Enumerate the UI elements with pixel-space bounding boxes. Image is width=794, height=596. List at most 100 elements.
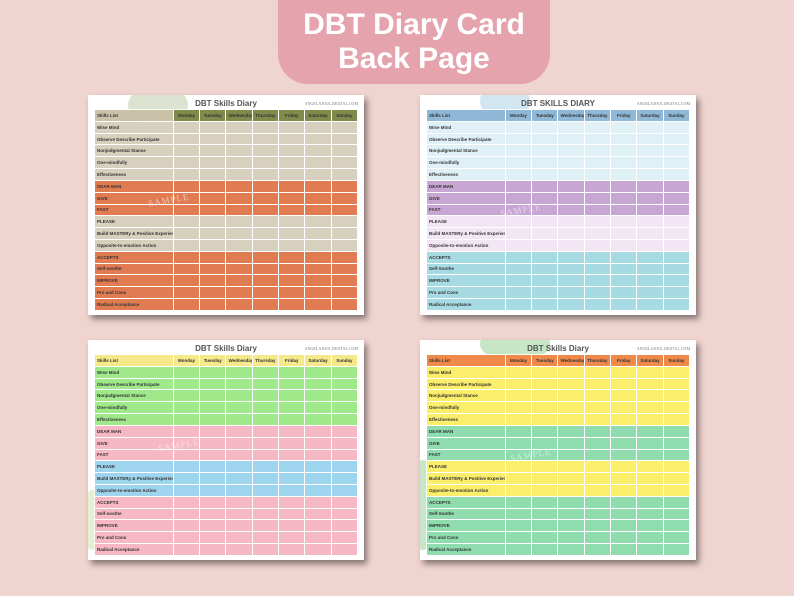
- day-cell[interactable]: [610, 389, 638, 403]
- day-cell[interactable]: [504, 298, 533, 311]
- day-cell[interactable]: [662, 413, 691, 426]
- day-cell[interactable]: [199, 132, 227, 146]
- day-cell[interactable]: [504, 507, 533, 521]
- day-cell[interactable]: [330, 168, 359, 181]
- day-cell[interactable]: [636, 168, 664, 181]
- day-cell[interactable]: [278, 483, 306, 497]
- day-cell[interactable]: [172, 413, 201, 426]
- day-cell[interactable]: [557, 519, 585, 533]
- day-cell[interactable]: [583, 543, 612, 556]
- day-cell[interactable]: [531, 274, 559, 288]
- day-cell[interactable]: [172, 495, 201, 509]
- day-cell[interactable]: [636, 401, 664, 415]
- day-cell[interactable]: [531, 413, 559, 426]
- day-cell[interactable]: [330, 156, 359, 170]
- day-cell[interactable]: [278, 120, 306, 134]
- day-cell[interactable]: [583, 168, 612, 181]
- day-cell[interactable]: [251, 179, 280, 193]
- day-cell[interactable]: [172, 436, 201, 450]
- day-cell[interactable]: [251, 460, 280, 474]
- day-cell[interactable]: [531, 144, 559, 158]
- day-cell[interactable]: [304, 250, 332, 264]
- day-cell[interactable]: [199, 179, 227, 193]
- day-cell[interactable]: [172, 531, 201, 544]
- day-cell[interactable]: [278, 227, 306, 240]
- day-cell[interactable]: [225, 179, 253, 193]
- day-cell[interactable]: [636, 250, 664, 264]
- day-cell[interactable]: [557, 144, 585, 158]
- day-cell[interactable]: [304, 120, 332, 134]
- day-cell[interactable]: [225, 286, 253, 299]
- day-cell[interactable]: [304, 144, 332, 158]
- day-cell[interactable]: [583, 120, 612, 134]
- day-cell[interactable]: [610, 472, 638, 485]
- day-cell[interactable]: [557, 286, 585, 299]
- day-cell[interactable]: [225, 132, 253, 146]
- day-cell[interactable]: [610, 191, 638, 205]
- day-cell[interactable]: [636, 519, 664, 533]
- day-cell[interactable]: [225, 436, 253, 450]
- day-cell[interactable]: [557, 436, 585, 450]
- day-cell[interactable]: [251, 413, 280, 426]
- day-cell[interactable]: [531, 179, 559, 193]
- day-cell[interactable]: [330, 424, 359, 438]
- day-cell[interactable]: [583, 191, 612, 205]
- day-cell[interactable]: [225, 156, 253, 170]
- day-cell[interactable]: [278, 203, 306, 217]
- day-cell[interactable]: [330, 460, 359, 474]
- day-cell[interactable]: [504, 377, 533, 391]
- day-cell[interactable]: [531, 365, 559, 379]
- day-cell[interactable]: [172, 389, 201, 403]
- day-cell[interactable]: [610, 250, 638, 264]
- day-cell[interactable]: [662, 238, 691, 252]
- day-cell[interactable]: [610, 495, 638, 509]
- day-cell[interactable]: [531, 483, 559, 497]
- day-cell[interactable]: [636, 483, 664, 497]
- day-cell[interactable]: [172, 179, 201, 193]
- day-cell[interactable]: [662, 215, 691, 229]
- day-cell[interactable]: [251, 144, 280, 158]
- day-cell[interactable]: [636, 274, 664, 288]
- day-cell[interactable]: [278, 519, 306, 533]
- day-cell[interactable]: [610, 365, 638, 379]
- day-cell[interactable]: [251, 227, 280, 240]
- day-cell[interactable]: [172, 274, 201, 288]
- day-cell[interactable]: [172, 191, 201, 205]
- day-cell[interactable]: [199, 262, 227, 276]
- day-cell[interactable]: [199, 531, 227, 544]
- day-cell[interactable]: [636, 507, 664, 521]
- day-cell[interactable]: [304, 262, 332, 276]
- day-cell[interactable]: [662, 472, 691, 485]
- day-cell[interactable]: [531, 377, 559, 391]
- day-cell[interactable]: [610, 144, 638, 158]
- day-cell[interactable]: [662, 519, 691, 533]
- day-cell[interactable]: [662, 298, 691, 311]
- day-cell[interactable]: [583, 179, 612, 193]
- day-cell[interactable]: [610, 203, 638, 217]
- day-cell[interactable]: [278, 238, 306, 252]
- day-cell[interactable]: [636, 132, 664, 146]
- day-cell[interactable]: [278, 144, 306, 158]
- day-cell[interactable]: [278, 156, 306, 170]
- day-cell[interactable]: [531, 120, 559, 134]
- day-cell[interactable]: [330, 132, 359, 146]
- day-cell[interactable]: [304, 531, 332, 544]
- day-cell[interactable]: [662, 543, 691, 556]
- day-cell[interactable]: [531, 132, 559, 146]
- day-cell[interactable]: [172, 460, 201, 474]
- day-cell[interactable]: [531, 401, 559, 415]
- day-cell[interactable]: [172, 203, 201, 217]
- day-cell[interactable]: [583, 286, 612, 299]
- day-cell[interactable]: [330, 191, 359, 205]
- day-cell[interactable]: [583, 203, 612, 217]
- day-cell[interactable]: [251, 298, 280, 311]
- day-cell[interactable]: [304, 203, 332, 217]
- day-cell[interactable]: [172, 472, 201, 485]
- day-cell[interactable]: [583, 298, 612, 311]
- day-cell[interactable]: [251, 543, 280, 556]
- day-cell[interactable]: [225, 483, 253, 497]
- day-cell[interactable]: [172, 227, 201, 240]
- day-cell[interactable]: [225, 274, 253, 288]
- day-cell[interactable]: [278, 436, 306, 450]
- day-cell[interactable]: [251, 156, 280, 170]
